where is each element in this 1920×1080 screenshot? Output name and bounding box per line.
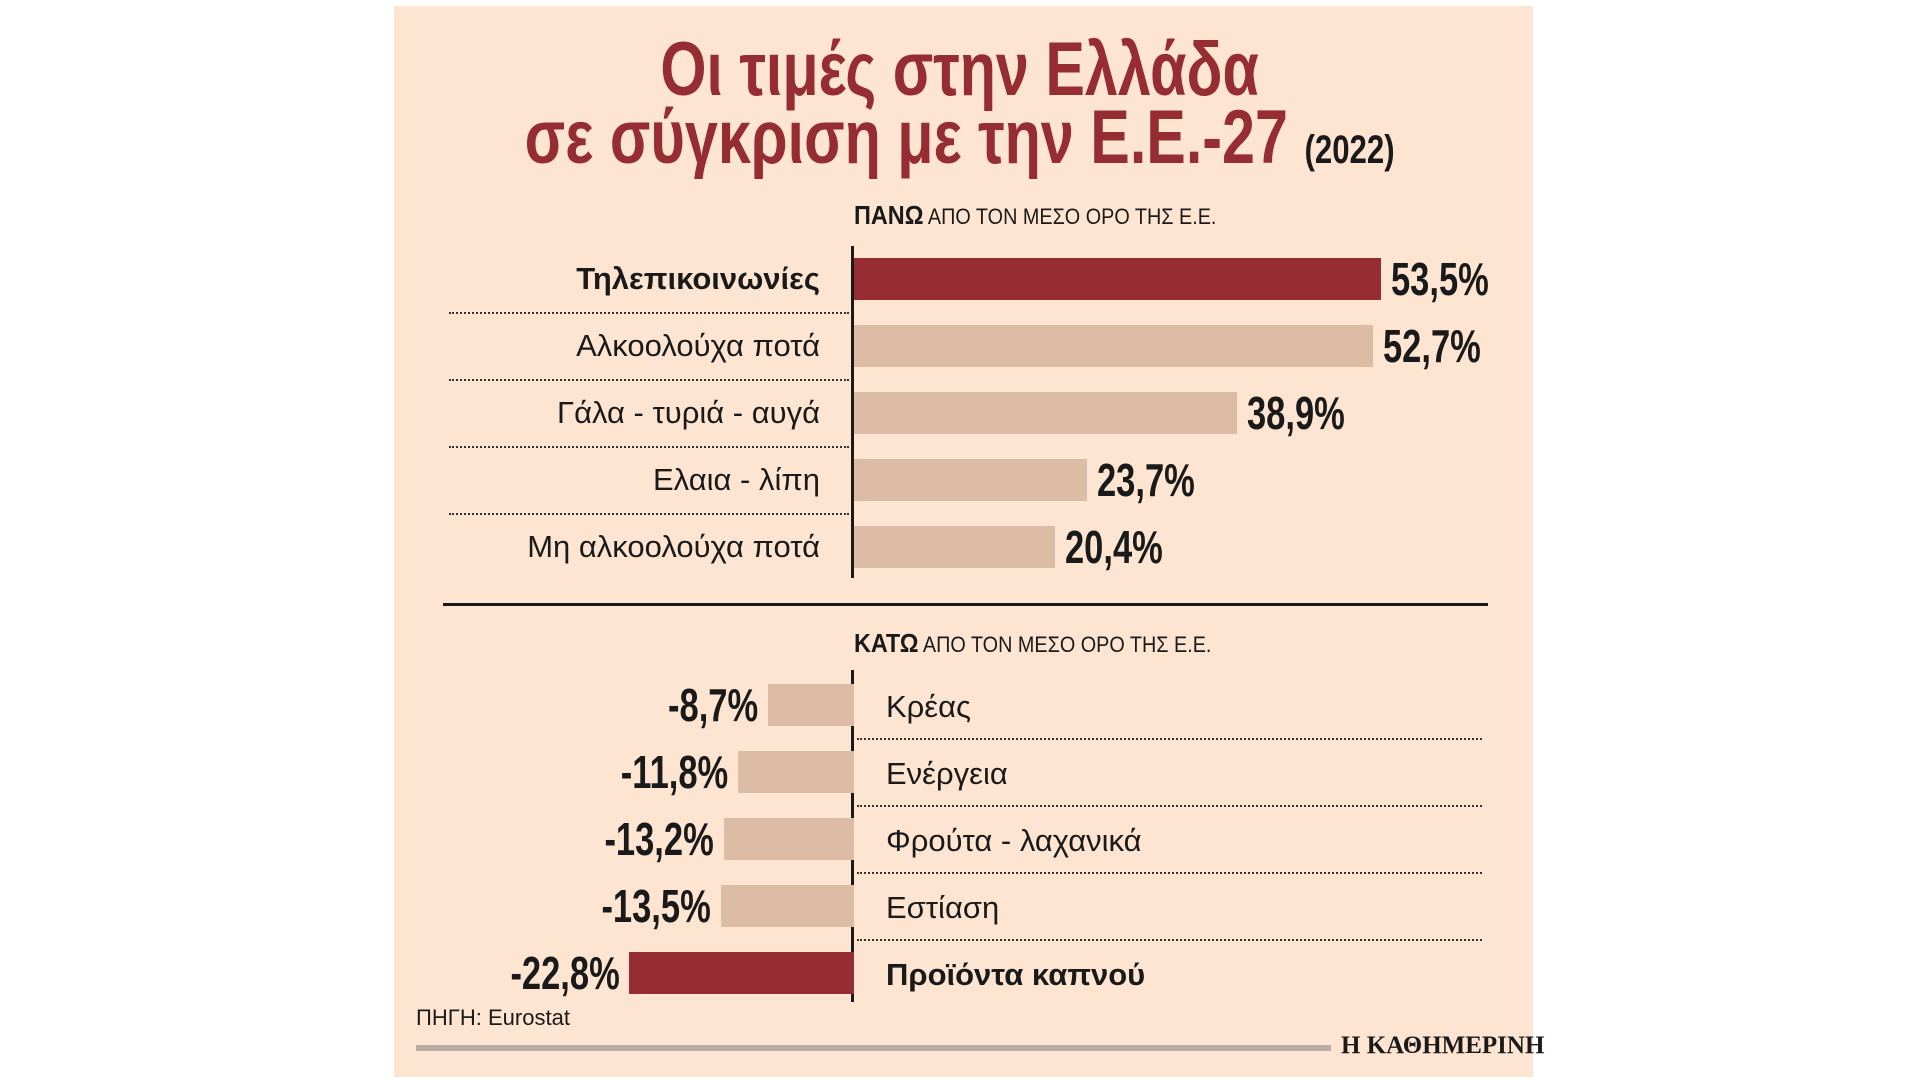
- row-divider: [449, 513, 849, 515]
- bar-below: [723, 818, 854, 860]
- brand-logo: Η ΚΑΘΗΜΕΡΙΝΗ: [1341, 1032, 1545, 1059]
- title-text: Οι τιμές στην Ελλάδα: [660, 27, 1260, 112]
- text: 53,5%: [1390, 253, 1489, 305]
- text: Κρέας: [886, 689, 971, 724]
- axis-above: [851, 246, 854, 578]
- row-divider: [449, 446, 849, 448]
- category-label-above: Τηλεπικοινωνίες: [576, 261, 820, 297]
- text: 23,7%: [1097, 454, 1196, 506]
- section-divider: [443, 603, 1488, 606]
- source-note: ΠΗΓΗ: Eurostat: [416, 1005, 570, 1030]
- section-heading-below: ΚΑΤΩ ΑΠΟ ΤΟΝ ΜΕΣΟ ΟΡΟ ΤΗΣ Ε.Ε.: [854, 628, 1211, 659]
- row-divider: [857, 738, 1482, 740]
- text: -13,5%: [601, 880, 712, 932]
- text: Γάλα - τυριά - αυγά: [557, 395, 820, 430]
- text: 38,9%: [1247, 387, 1345, 439]
- value-label-above: 38,9%: [1247, 390, 1377, 436]
- category-label-above: Γάλα - τυριά - αυγά: [557, 395, 820, 431]
- bar-above: [854, 325, 1374, 367]
- bar-below: [768, 684, 854, 726]
- value-label-below: -11,8%: [585, 746, 728, 798]
- heading-rest: ΑΠΟ ΤΟΝ ΜΕΣΟ ΟΡΟ ΤΗΣ Ε.Ε.: [918, 632, 1212, 657]
- text: Εστίαση: [886, 890, 1000, 925]
- bar-above: [854, 258, 1381, 300]
- value-label-above: 23,7%: [1097, 457, 1227, 503]
- row-divider: [449, 379, 849, 381]
- value-label-above: 53,5%: [1391, 256, 1521, 302]
- row-divider: [857, 872, 1482, 874]
- text: Αλκοολούχα ποτά: [576, 328, 820, 363]
- value-label-below: -8,7%: [638, 682, 758, 728]
- text: Τηλεπικοινωνίες: [576, 261, 820, 296]
- row-divider: [449, 312, 849, 314]
- text: -13,2%: [604, 813, 714, 865]
- bar-above: [854, 459, 1088, 501]
- text: Μη αλκοολούχα ποτά: [527, 529, 820, 564]
- text: Φρούτα - λαχανικά: [886, 823, 1142, 858]
- title-text: σε σύγκριση με την Ε.Ε.-27: [525, 95, 1289, 180]
- category-label-below: Ενέργεια: [886, 756, 1008, 792]
- year-label: (2022): [1304, 128, 1395, 172]
- chart-title-line2: σε σύγκριση με την Ε.Ε.-27 (2022): [0, 98, 1920, 190]
- text: -8,7%: [668, 679, 759, 731]
- heading-bold: ΠΑΝΩ: [854, 200, 924, 230]
- text: -22,8%: [510, 947, 620, 999]
- bar-below: [737, 751, 854, 793]
- category-label-below: Προϊόντα καπνού: [886, 957, 1145, 993]
- row-divider: [857, 805, 1482, 807]
- category-label-above: Ελαια - λίπη: [653, 462, 820, 498]
- text: Προϊόντα καπνού: [886, 957, 1146, 992]
- section-heading-above: ΠΑΝΩ ΑΠΟ ΤΟΝ ΜΕΣΟ ΟΡΟ ΤΗΣ Ε.Ε.: [854, 200, 1216, 231]
- bar-below: [721, 885, 854, 927]
- row-divider: [857, 939, 1482, 941]
- text: 52,7%: [1383, 320, 1481, 372]
- category-label-below: Κρέας: [886, 689, 971, 725]
- category-label-above: Μη αλκοολούχα ποτά: [527, 529, 820, 565]
- category-label-below: Εστίαση: [886, 890, 999, 926]
- value-label-below: -13,5%: [565, 883, 711, 929]
- bar-below: [629, 952, 854, 994]
- heading-bold: ΚΑΤΩ: [854, 628, 919, 658]
- text: Ενέργεια: [886, 756, 1008, 791]
- value-label-above: 20,4%: [1065, 524, 1195, 570]
- bar-above: [854, 526, 1055, 568]
- text: -11,8%: [620, 746, 728, 798]
- footer-rule: [416, 1045, 1331, 1051]
- heading-rest: ΑΠΟ ΤΟΝ ΜΕΣΟ ΟΡΟ ΤΗΣ Ε.Ε.: [923, 204, 1217, 229]
- category-label-above: Αλκοολούχα ποτά: [576, 328, 820, 364]
- category-label-below: Φρούτα - λαχανικά: [886, 823, 1142, 859]
- value-label-below: -13,2%: [568, 816, 714, 862]
- value-label-below: -22,8%: [474, 947, 620, 999]
- text: Ελαια - λίπη: [652, 462, 820, 497]
- text: 20,4%: [1064, 521, 1163, 573]
- value-label-above: 52,7%: [1383, 323, 1513, 369]
- bar-above: [854, 392, 1238, 434]
- chart-title-line1: Οι τιμές στην Ελλάδα: [0, 30, 1920, 110]
